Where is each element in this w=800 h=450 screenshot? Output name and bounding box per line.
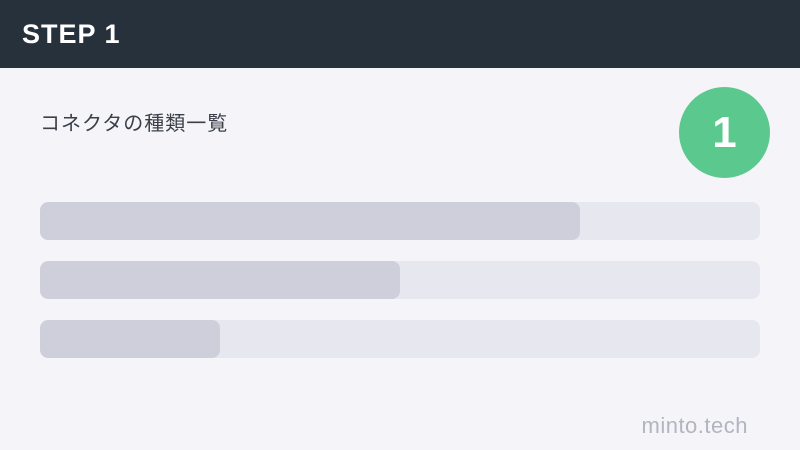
- step-label: STEP 1: [22, 18, 121, 49]
- placeholder-bar: [40, 261, 760, 299]
- placeholder-bar-fill: [40, 320, 220, 358]
- page-title: コネクタの種類一覧: [40, 113, 229, 135]
- placeholder-list: [40, 202, 760, 379]
- site-watermark: minto.tech: [641, 413, 748, 438]
- step-number: 1: [712, 107, 737, 157]
- placeholder-bar-fill: [40, 202, 580, 240]
- placeholder-bar: [40, 202, 760, 240]
- placeholder-bar: [40, 320, 760, 358]
- placeholder-bar-fill: [40, 261, 400, 299]
- step-header-bar: STEP 1: [0, 0, 800, 68]
- step-number-badge: 1: [679, 87, 770, 178]
